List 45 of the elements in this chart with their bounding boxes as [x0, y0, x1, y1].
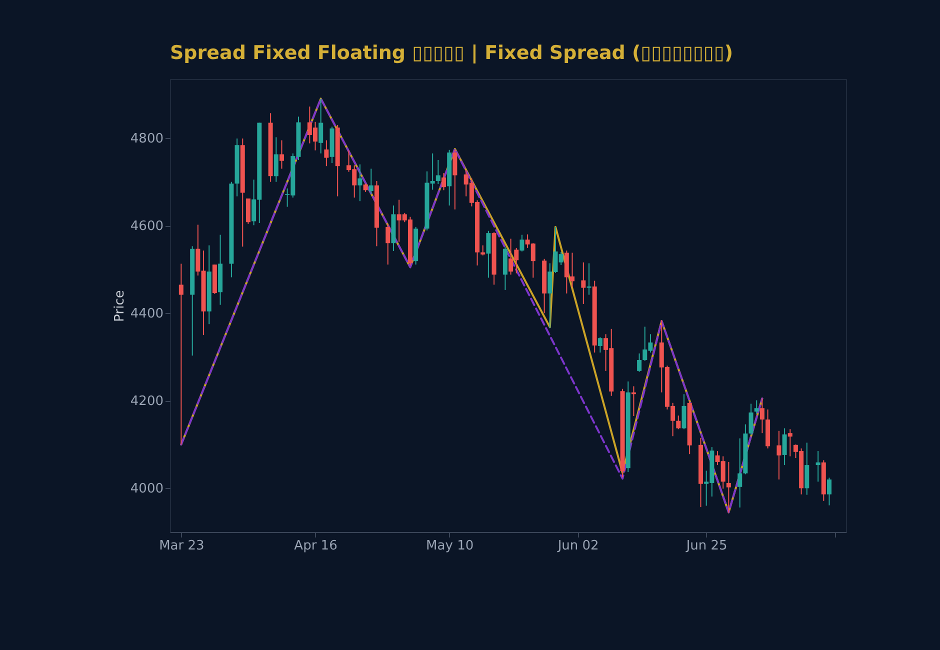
candlestick — [178, 263, 184, 445]
candlestick — [442, 172, 446, 191]
candlestick — [676, 415, 681, 430]
candlestick — [826, 477, 832, 506]
candlestick — [274, 136, 278, 182]
candlestick — [436, 159, 440, 185]
candlestick — [598, 336, 602, 354]
candlestick — [386, 223, 390, 266]
y-tick-label: 4200 — [130, 394, 164, 410]
candlestick — [804, 442, 810, 496]
candlestick — [581, 262, 586, 304]
candlestick — [682, 394, 686, 430]
x-tick-label: Apr 16 — [294, 538, 338, 554]
line-series — [180, 98, 764, 514]
y-tick-label: 4000 — [130, 482, 164, 497]
candlestick — [754, 400, 759, 414]
candlestick — [520, 234, 524, 252]
candlestick — [318, 98, 324, 154]
candlestick — [246, 198, 250, 224]
x-tick-label: Jun 25 — [685, 538, 728, 554]
y-axis-title: Price — [112, 290, 128, 322]
y-tick-label: 4400 — [130, 306, 164, 322]
candlestick — [637, 352, 642, 372]
candlestick — [760, 398, 764, 434]
candlestick — [368, 168, 374, 194]
candlestick — [782, 428, 787, 466]
candlestick — [452, 149, 458, 210]
y-tick-label: 4600 — [130, 219, 164, 234]
candlestick — [726, 461, 731, 514]
candlestick — [776, 430, 782, 480]
candlestick — [586, 262, 592, 296]
candlestick — [748, 403, 754, 436]
candlestick — [480, 244, 486, 256]
candlestick — [279, 140, 284, 170]
y-tick-label: 4800 — [130, 132, 164, 147]
x-tick-label: May 10 — [426, 538, 474, 554]
candlestick — [358, 164, 362, 202]
x-tick-label: Jun 02 — [556, 538, 599, 554]
candlestick — [486, 230, 491, 278]
candlestick — [738, 438, 742, 508]
chart-title: Spread Fixed Floating ▯▯▯▯▯ | Fixed Spread (▯▯▯▯▯▯▯▯) — [170, 42, 734, 64]
candlestick — [324, 140, 329, 167]
candlestick — [816, 450, 820, 482]
candlestick — [788, 428, 792, 457]
x-tick-label: Mar 23 — [159, 538, 204, 554]
